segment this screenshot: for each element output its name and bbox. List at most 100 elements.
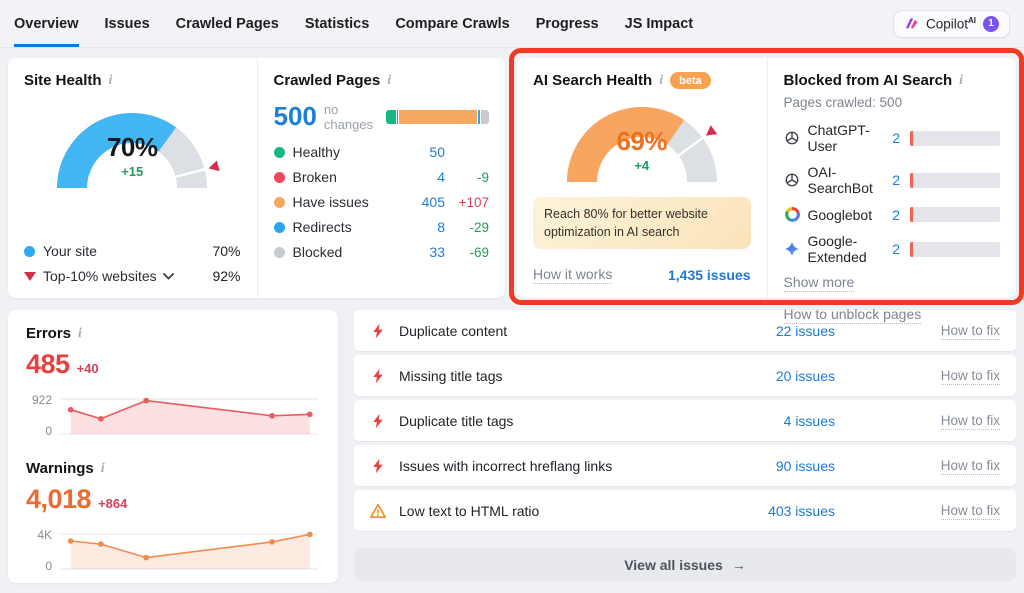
warnings-trend-chart (59, 527, 320, 575)
issue-count-link[interactable]: 20 issues (775, 367, 835, 384)
blocked-ratio-bar (910, 130, 1000, 146)
issue-row: Low text to HTML ratio 403 issues How to f… (354, 490, 1016, 531)
status-dot-icon (273, 171, 285, 183)
error-bolt-icon (373, 413, 383, 428)
how-to-fix-link[interactable]: How to fix (940, 457, 1000, 475)
tab-progress[interactable]: Progress (535, 15, 599, 32)
arrow-right-icon: → (731, 556, 746, 573)
info-icon[interactable]: i (959, 72, 964, 88)
openai-logo-icon (785, 131, 799, 145)
page-status-delta: -69 (469, 244, 489, 260)
error-bolt-icon (373, 458, 383, 473)
errors-trend-chart (59, 392, 320, 440)
how-to-unblock-link[interactable]: How to unblock pages (783, 306, 922, 324)
crawled-pages-stacked-bar (385, 109, 489, 124)
page-status-count-link[interactable]: 33 (429, 244, 445, 260)
copilot-count-badge: 1 (983, 15, 999, 32)
how-to-fix-link[interactable]: How to fix (940, 367, 1000, 385)
openai-logo-icon (785, 173, 799, 187)
benchmark-marker-icon (208, 160, 220, 172)
ai-search-card: AI Search Health i beta 69% +4 Reach 80% … (517, 58, 1017, 324)
crawled-pages-change-note: no changes (323, 101, 374, 132)
bar-segment (399, 109, 478, 124)
crawled-pages-legend: Healthy 50 Broken 4 -9 Have issues 405 +107 Redi… (273, 144, 489, 260)
show-more-link[interactable]: Show more (783, 274, 855, 292)
site-health-title: Site Health (24, 72, 102, 89)
view-all-issues-button[interactable]: View all issues → (354, 548, 1016, 581)
gemini-star-icon (784, 241, 800, 257)
copilot-button[interactable]: CopilotAI 1 (892, 9, 1010, 38)
how-to-fix-link[interactable]: How to fix (940, 502, 1000, 520)
info-icon[interactable]: i (108, 72, 113, 88)
issue-label: Duplicate title tags (399, 412, 514, 429)
page-status-count-link[interactable]: 8 (437, 219, 445, 235)
ai-health-recommendation-note: Reach 80% for better website optimizatio… (533, 197, 751, 250)
bar-segment (478, 109, 481, 124)
site-health-section: Site Health i 70% +15 Your site 70% Top-10%… (8, 58, 257, 298)
legend-row[interactable]: Top-10% websites 92% (24, 268, 241, 284)
legend-label: Your site (43, 243, 97, 259)
issue-row: Duplicate content 22 issues How to fix (354, 310, 1016, 351)
crawled-pages-total: 500 (273, 101, 317, 131)
page-status-count-link[interactable]: 50 (429, 144, 445, 160)
issue-count-link[interactable]: 4 issues (783, 412, 835, 429)
tab-crawled-pages[interactable]: Crawled Pages (175, 15, 279, 32)
error-bolt-icon (373, 323, 383, 338)
blocked-count-link[interactable]: 2 (892, 172, 900, 188)
blocked-count-link[interactable]: 2 (892, 206, 900, 223)
beta-badge: beta (670, 72, 711, 89)
tab-compare-crawls[interactable]: Compare Crawls (395, 15, 510, 32)
how-to-fix-link[interactable]: How to fix (940, 322, 1000, 340)
blocked-bot-row: Google-Extended 2 (784, 233, 1000, 265)
info-icon[interactable]: i (659, 72, 664, 88)
site-overview-card: Site Health i 70% +15 Your site 70% Top-10%… (8, 58, 505, 298)
issue-count-link[interactable]: 403 issues (768, 502, 835, 519)
page-status-count-link[interactable]: 405 (421, 194, 445, 210)
copilot-label: CopilotAI (925, 15, 976, 32)
warnings-chart-axis: 4K 0 (37, 528, 52, 573)
info-icon[interactable]: i (387, 72, 392, 88)
issue-count-link[interactable]: 22 issues (775, 322, 835, 339)
blocked-count-link[interactable]: 2 (892, 241, 900, 257)
blocked-count-link[interactable]: 2 (892, 130, 900, 146)
info-icon[interactable]: i (100, 460, 105, 476)
page-status-label: Broken (292, 169, 337, 185)
site-health-legend: Your site 70% Top-10% websites 92% (24, 243, 241, 284)
tab-issues[interactable]: Issues (104, 15, 150, 32)
tab-statistics[interactable]: Statistics (304, 15, 370, 32)
tab-overview[interactable]: Overview (14, 0, 79, 47)
nav-tabs: Overview Issues Crawled Pages Statistics Com… (14, 0, 693, 47)
blocked-from-ai-title: Blocked from AI Search (783, 72, 953, 89)
warnings-count: 4,018 (26, 484, 92, 514)
ai-issues-link[interactable]: 1,435 issues (667, 267, 751, 283)
info-icon[interactable]: i (78, 325, 82, 341)
legend-dot-icon (24, 245, 35, 257)
how-to-fix-link[interactable]: How to fix (940, 412, 1000, 430)
bar-segment (481, 109, 489, 124)
top-navigation: Overview Issues Crawled Pages Statistics Com… (0, 0, 1024, 48)
page-status-count-link[interactable]: 4 (437, 169, 445, 185)
issue-label: Duplicate content (399, 322, 508, 339)
tab-js-impact[interactable]: JS Impact (624, 15, 694, 32)
status-dot-icon (273, 196, 285, 208)
gauge-delta: +15 (121, 164, 144, 179)
blocked-ratio-bar (910, 241, 1000, 257)
how-it-works-link[interactable]: How it works (533, 266, 613, 284)
status-dot-icon (273, 221, 285, 233)
blocked-from-ai-section: Blocked from AI Search i Pages crawled: … (766, 58, 1017, 324)
blocked-bot-row: OAI-SearchBot 2 (784, 164, 1000, 196)
legend-value: 92% (212, 268, 241, 284)
warnings-delta: +864 (98, 496, 128, 511)
page-status-label: Healthy (292, 144, 340, 160)
issue-row: Duplicate title tags 4 issues How to fix (354, 400, 1016, 441)
ai-search-health-gauge: 69% +4 (547, 89, 737, 191)
google-logo-icon (784, 207, 800, 222)
issue-count-link[interactable]: 90 issues (775, 457, 835, 474)
chevron-down-icon[interactable] (162, 272, 174, 280)
pages-crawled-label: Pages crawled: 500 (783, 95, 903, 110)
warnings-title: Warnings (26, 460, 94, 477)
issue-row: Issues with incorrect hreflang links 90 i… (354, 445, 1016, 486)
top-issues-list: Duplicate content 22 issues How to fix Miss… (354, 310, 1016, 583)
blocked-ratio-bar (910, 172, 1000, 188)
issue-label: Low text to HTML ratio (399, 502, 540, 519)
